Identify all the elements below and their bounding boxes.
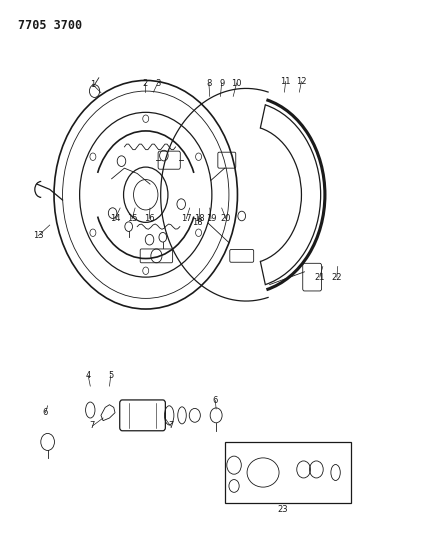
Bar: [225, 442, 351, 503]
Text: 6: 6: [43, 408, 48, 417]
Text: 2: 2: [142, 78, 148, 87]
Text: 13: 13: [33, 231, 44, 240]
Text: 17: 17: [181, 214, 192, 223]
Text: 8: 8: [206, 78, 211, 87]
Text: 6: 6: [213, 396, 218, 405]
Text: 4: 4: [86, 371, 91, 380]
Text: 7: 7: [90, 422, 95, 431]
Text: 1: 1: [90, 79, 95, 88]
Text: 22: 22: [332, 273, 342, 281]
Text: 9: 9: [219, 78, 224, 87]
Text: 12: 12: [296, 77, 307, 86]
Text: 14: 14: [110, 214, 120, 223]
Text: 10: 10: [232, 78, 242, 87]
Text: 3: 3: [155, 78, 160, 87]
Text: 20: 20: [221, 214, 231, 223]
Text: 5: 5: [108, 371, 113, 380]
Text: 16: 16: [144, 214, 155, 223]
Text: 15: 15: [127, 214, 137, 223]
Text: 7: 7: [168, 422, 173, 431]
Text: 21: 21: [315, 273, 325, 281]
Text: 19: 19: [206, 214, 216, 223]
Text: 11: 11: [280, 77, 291, 86]
Text: 18: 18: [193, 218, 203, 227]
Text: 7705 3700: 7705 3700: [18, 19, 82, 33]
Text: 23: 23: [277, 505, 288, 514]
Text: 18: 18: [194, 214, 205, 223]
